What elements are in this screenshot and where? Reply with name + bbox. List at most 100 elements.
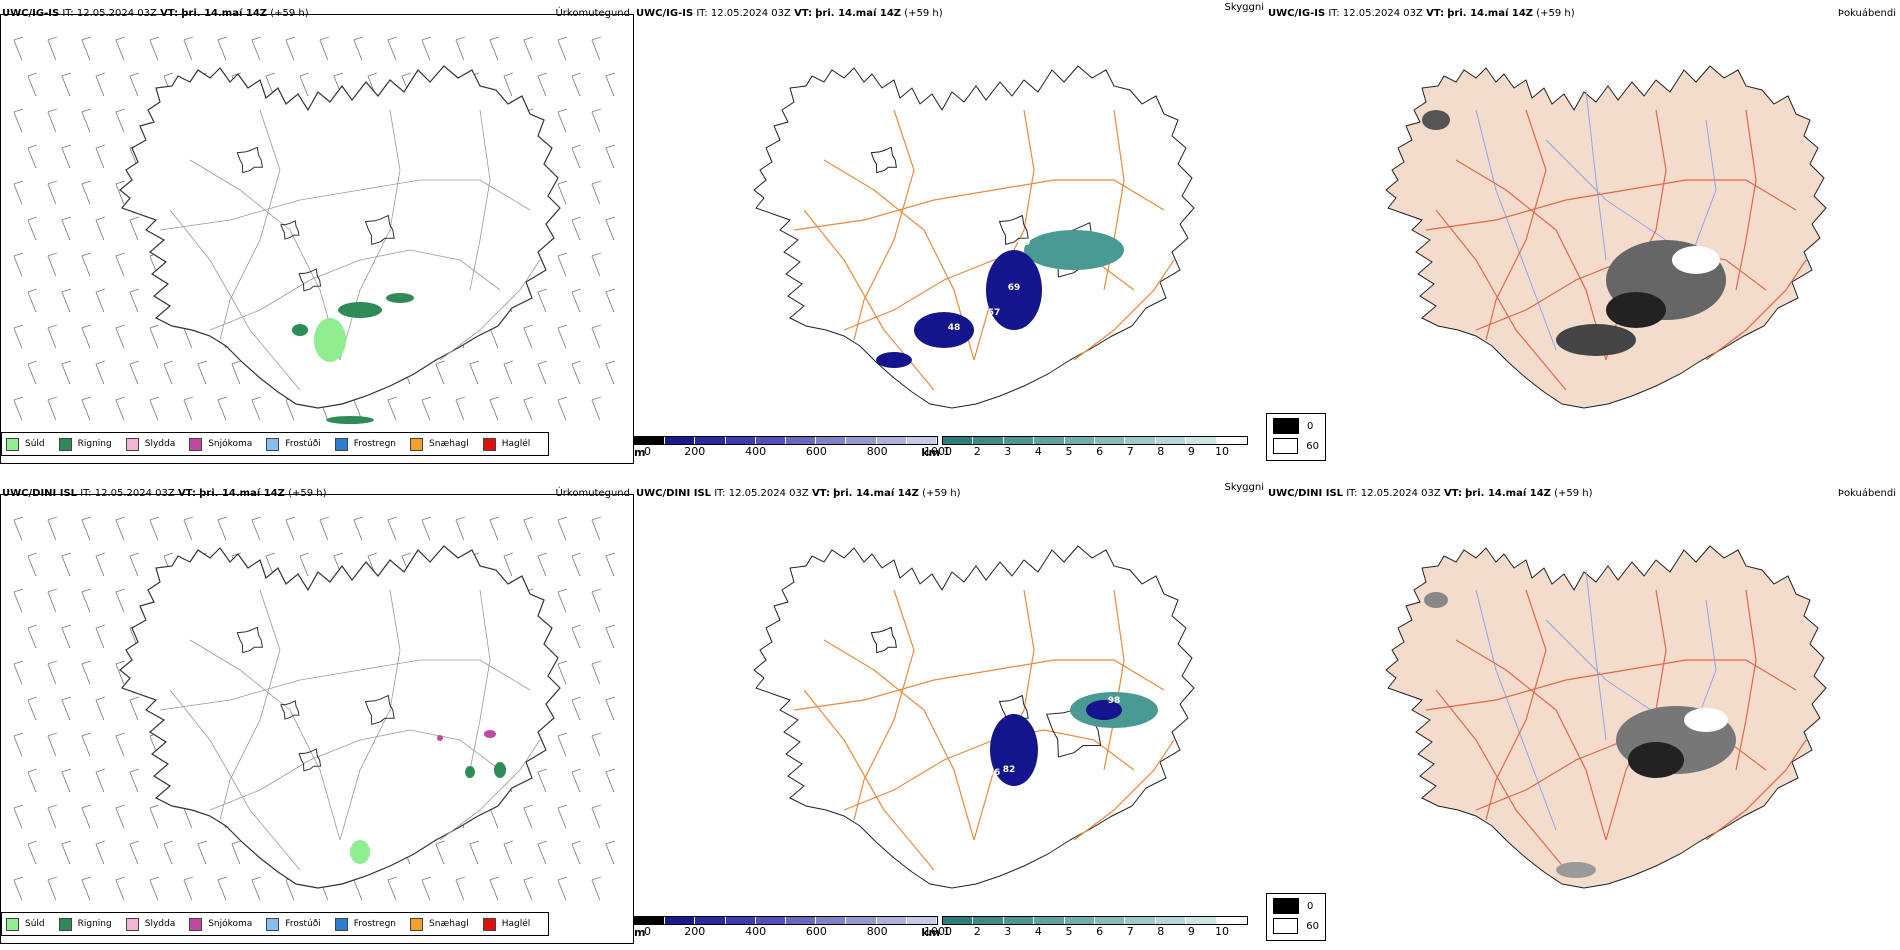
model-name: UWC/IG-IS [1268, 8, 1326, 19]
colorbar-tick-label: 5 [1065, 925, 1073, 938]
road-line [1485, 109, 1547, 341]
map-layer [13, 36, 616, 424]
wind-barb [61, 627, 71, 649]
colorbar-tick-label: 2 [973, 445, 981, 458]
wind-barb-flag [251, 36, 262, 41]
wind-barb [27, 75, 37, 97]
wind-barb-flag [81, 660, 92, 665]
vt-value: þri. 14.maí 14Z [833, 488, 919, 499]
it-value: 12.05.2024 03Z [710, 8, 791, 19]
wind-barb [591, 735, 601, 757]
colorbar-cell [973, 917, 1004, 924]
wind-barb-flag [115, 252, 126, 257]
wind-barb-flag [387, 516, 398, 521]
wind-barb [115, 663, 125, 685]
wind-barb [557, 399, 567, 421]
wind-barb-flag [537, 72, 548, 77]
colorbar-strip [634, 436, 938, 445]
wind-barb [285, 519, 295, 541]
wind-barb [537, 843, 547, 865]
lead-time: (+59 h) [270, 8, 309, 19]
legend-label: Snæhagl [429, 919, 469, 929]
drizzle-area [350, 840, 370, 864]
wind-barb-flag [115, 396, 126, 401]
glacier-outline [298, 268, 322, 292]
road-line [189, 159, 341, 361]
wind-barb-flag [149, 396, 160, 401]
precip-legend: Súld Rigning Slydda Snjókoma Frostúði Frostre… [1, 912, 550, 936]
wind-barb-flag [591, 324, 602, 329]
lead-time: (+59 h) [288, 488, 327, 499]
wind-barb-flag [435, 360, 446, 365]
wind-barb [81, 879, 91, 901]
wind-barb-flag [61, 360, 72, 365]
wind-barb [81, 183, 91, 205]
colorbar-tick-label: 1 [943, 445, 951, 458]
low-ceiling-area [876, 352, 912, 368]
wind-barb-flag [27, 72, 38, 77]
map-layer: 09 38 69 48 57 67 76 [753, 65, 1195, 409]
wind-barb [591, 111, 601, 133]
wind-barb [13, 399, 23, 421]
wind-barb-flag [591, 516, 602, 521]
fog-index-legend: 0 60 [1266, 893, 1326, 941]
wind-barb [47, 591, 57, 613]
road-line [823, 639, 975, 841]
wind-barb [95, 363, 105, 385]
wind-barb-flag [95, 768, 106, 773]
wind-barb-flag [571, 624, 582, 629]
road-line [803, 689, 935, 871]
wind-barb-flag [81, 108, 92, 113]
fog-legend-swatch [1273, 438, 1299, 454]
legend-label: Frostúði [285, 439, 321, 449]
wind-barb [115, 735, 125, 757]
fog-legend-label: 0 [1307, 900, 1314, 912]
wind-barb-flag [61, 696, 72, 701]
wind-barb-flag [115, 804, 126, 809]
wind-barb [197, 363, 207, 385]
panel-header: UWC/DINI ISL IT: 12.05.2024 03Z VT: þri.… [2, 488, 327, 499]
wind-barb-flag [81, 732, 92, 737]
colorbar-cell [1155, 917, 1187, 924]
wind-barb [523, 327, 533, 349]
ceiling-value-label: 09 [1018, 238, 1031, 248]
fog-legend-label: 0 [1307, 420, 1314, 432]
panel-header: UWC/IG-IS IT: 12.05.2024 03Z VT: þri. 14… [2, 8, 309, 19]
wind-barb [537, 555, 547, 577]
road-line [169, 689, 301, 871]
wind-barb [27, 699, 37, 721]
wind-barb [571, 291, 581, 313]
wind-barb-flag [489, 876, 500, 881]
wind-barb [115, 327, 125, 349]
wind-barb-flag [591, 252, 602, 257]
wind-barb-flag [605, 216, 616, 221]
wind-barb [129, 843, 139, 865]
wind-barb-flag [231, 840, 242, 845]
road-line [1103, 109, 1125, 291]
iceland-fog-map [1385, 545, 1827, 889]
wind-barb-flag [13, 804, 24, 809]
wind-barb-flag [149, 516, 160, 521]
ceiling-unit: m [634, 446, 646, 459]
legend-label: Frostregn [353, 439, 397, 449]
colorbar-cell [635, 917, 666, 924]
wind-barb-flag [421, 876, 432, 881]
wind-barb [523, 399, 533, 421]
wind-barb-flag [197, 360, 208, 365]
river-line [1475, 589, 1557, 831]
wind-barb [285, 399, 295, 421]
wind-barb [605, 219, 615, 241]
wind-barb-flag [469, 840, 480, 845]
snow-area [437, 735, 443, 741]
wind-barb [27, 363, 37, 385]
lead-time: (+59 h) [1536, 8, 1575, 19]
rain-area [494, 762, 506, 778]
ceiling-value-label: 67 [978, 348, 991, 358]
wind-barb [13, 255, 23, 277]
wind-barb [81, 663, 91, 685]
wind-barb [13, 879, 23, 901]
wind-barb-flag [523, 324, 534, 329]
wind-barb [605, 555, 615, 577]
it-value: 12.05.2024 03Z [1342, 8, 1423, 19]
legend-swatch [6, 917, 19, 931]
